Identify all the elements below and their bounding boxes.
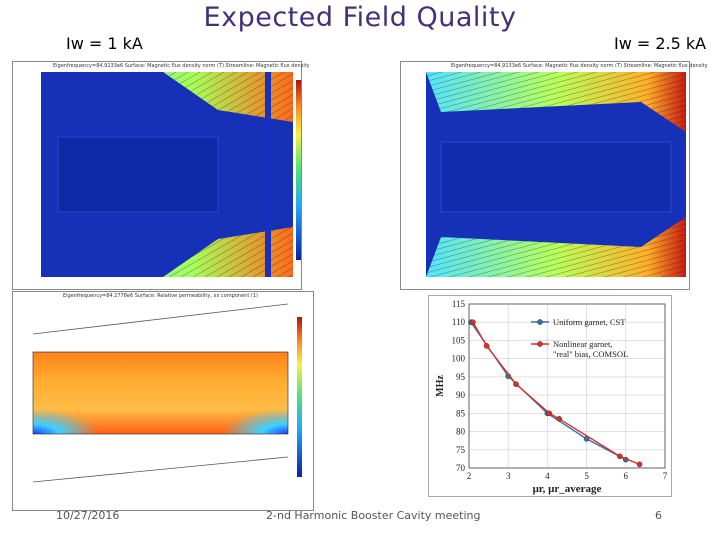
legend-label: Uniform garnet, CST (553, 317, 626, 327)
x-tick-label: 6 (624, 471, 629, 481)
legend-label: Nonlinear garnet, (553, 339, 612, 349)
plot-caption: Eigenfrequency=84.2778e6 Surface: Relati… (63, 293, 258, 299)
y-tick-label: 80 (456, 427, 466, 437)
footer-date: 10/27/2016 (56, 509, 120, 522)
frequency-chart-svg: 70 75 80 85 90 95 100 105 110 115 2 3 4 5 6 7 MHz μr, μr_… (435, 299, 668, 495)
legend-marker (537, 319, 543, 325)
data-point (546, 410, 553, 417)
data-point (556, 416, 562, 422)
slide-title: Expected Field Quality (203, 2, 517, 33)
y-tick-label: 85 (456, 408, 466, 418)
x-tick-label: 4 (545, 471, 550, 481)
permeability-canvas (32, 303, 302, 483)
field-plot-2-5ka: Eigenfrequency=84.9133e6 Surface: Magnet… (400, 61, 708, 290)
x-axis-label: μr, μr_average (533, 483, 602, 495)
data-point (483, 343, 490, 349)
field-plot-2-5ka-canvas (426, 72, 686, 277)
y-tick-label: 90 (456, 390, 466, 400)
plot-area (468, 303, 666, 469)
y-tick-label: 95 (456, 372, 466, 382)
label-iw-1ka: Iw = 1 kA (66, 34, 143, 53)
x-tick-label: 7 (663, 471, 668, 481)
y-tick-label: 70 (456, 463, 466, 473)
permeability-plot: Eigenfrequency=84.2778e6 Surface: Relati… (12, 291, 314, 511)
frequency-chart: 70 75 80 85 90 95 100 105 110 115 2 3 4 5 6 7 MHz μr, μr_… (428, 295, 672, 497)
plot-caption: Eigenfrequency=84.9133e6 Surface: Magnet… (53, 63, 310, 69)
page-number: 6 (655, 509, 662, 522)
y-tick-label: 100 (452, 354, 466, 364)
footer-meeting: 2-nd Harmonic Booster Cavity meeting (266, 509, 481, 522)
data-point (513, 381, 519, 387)
y-tick-label: 75 (456, 445, 466, 455)
y-tick-label: 105 (452, 335, 466, 345)
data-point (470, 319, 476, 326)
label-iw-2-5ka: Iw = 2.5 kA (614, 34, 707, 53)
data-point (636, 461, 643, 468)
data-point (617, 453, 623, 460)
legend-label: "real" bias, COMSOL (553, 349, 628, 359)
colorbar (296, 80, 301, 260)
legend-marker (537, 341, 543, 347)
field-plot-1ka: Eigenfrequency=84.9133e6 Surface: Magnet… (12, 61, 310, 290)
y-axis-label: MHz (435, 375, 446, 397)
field-plot-1ka-canvas (41, 72, 293, 277)
x-tick-label: 5 (584, 471, 589, 481)
y-tick-label: 110 (452, 317, 466, 327)
y-tick-label: 115 (452, 299, 466, 309)
x-tick-label: 3 (506, 471, 511, 481)
x-tick-label: 2 (467, 471, 472, 481)
plot-caption: Eigenfrequency=84.9133e6 Surface: Magnet… (451, 63, 708, 69)
